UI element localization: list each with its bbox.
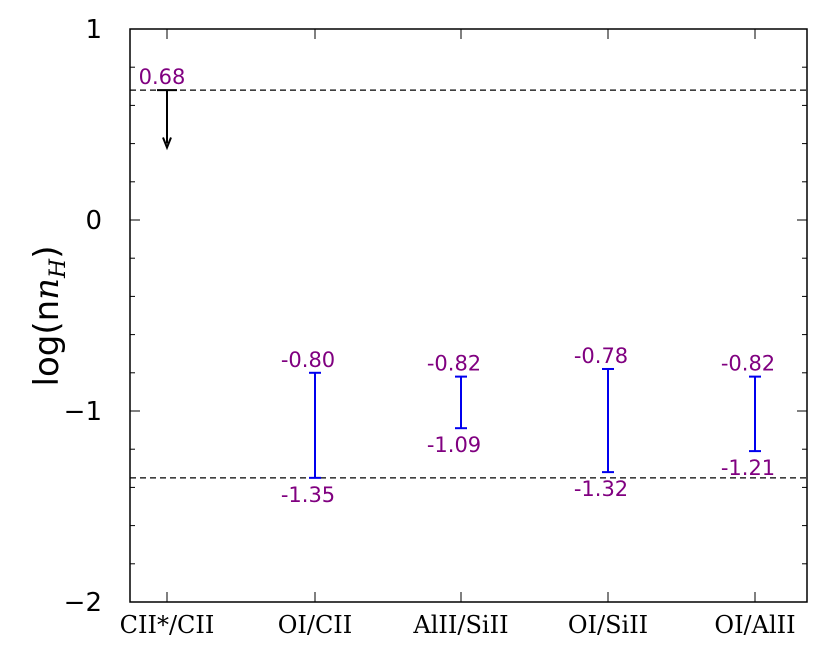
x-category-label: CII*/CII bbox=[120, 611, 215, 639]
range-low-label: -1.35 bbox=[281, 483, 335, 507]
upper-limit-arrowhead bbox=[162, 137, 172, 151]
data-marks: 0.68 -0.80 -1.35 -0.82 -1.09 -0.78 -1.32 -0.82 -… bbox=[139, 65, 776, 507]
upper-limit-label: 0.68 bbox=[139, 65, 186, 89]
y-tick-label: 0 bbox=[85, 206, 102, 236]
y-ticks: 1 0 −1 −2 bbox=[64, 15, 807, 618]
x-category-label: AlII/SiII bbox=[412, 611, 508, 639]
y-tick-label: −2 bbox=[64, 588, 102, 618]
y-axis-title: log(nnH) bbox=[27, 245, 71, 386]
range-high-label: -0.82 bbox=[427, 352, 481, 376]
range-high-label: -0.82 bbox=[721, 352, 775, 376]
x-category-label: OI/SiII bbox=[568, 611, 648, 639]
range-high-label: -0.80 bbox=[281, 348, 335, 372]
range-low-label: -1.32 bbox=[574, 477, 628, 501]
range-high-label: -0.78 bbox=[574, 344, 628, 368]
range-low-label: -1.09 bbox=[427, 433, 481, 457]
x-category-label: OI/CII bbox=[278, 611, 353, 639]
axes bbox=[129, 28, 808, 603]
x-ticks: CII*/CII OI/CII AlII/SiII OI/SiII OI/AlII bbox=[120, 29, 796, 639]
plot-frame bbox=[129, 28, 808, 603]
x-category-label: OI/AlII bbox=[714, 611, 795, 639]
range-low-label: -1.21 bbox=[721, 456, 775, 480]
y-tick-label: −1 bbox=[64, 397, 102, 427]
y-tick-label: 1 bbox=[85, 15, 102, 45]
reference-lines bbox=[130, 89, 807, 479]
